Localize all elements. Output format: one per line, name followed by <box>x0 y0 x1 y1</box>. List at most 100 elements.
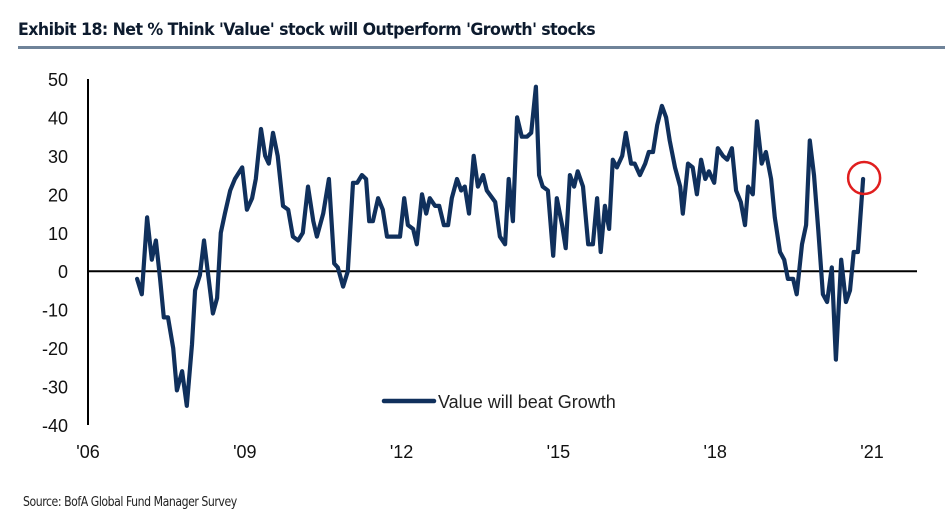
data-point <box>821 293 825 296</box>
data-point <box>840 258 843 261</box>
data-point <box>668 139 671 142</box>
data-point <box>215 296 219 300</box>
data-point <box>207 273 210 277</box>
data-point <box>673 166 677 169</box>
data-point <box>834 358 838 361</box>
data-point <box>264 154 267 158</box>
y-tick-label: 30 <box>48 147 68 167</box>
data-point <box>460 189 463 192</box>
data-point <box>778 250 782 254</box>
data-point <box>852 250 855 254</box>
data-point <box>172 346 175 350</box>
data-point <box>716 147 719 150</box>
data-point <box>633 162 636 165</box>
x-tick-label: '15 <box>547 442 570 462</box>
data-point <box>398 235 402 238</box>
y-tick-label: -30 <box>42 378 68 398</box>
data-point <box>615 166 619 169</box>
data-point <box>591 243 595 246</box>
data-point <box>376 197 380 200</box>
data-point <box>503 243 507 246</box>
data-point <box>507 177 510 181</box>
data-point <box>185 404 188 407</box>
source-note: Source: BofA Global Fund Manager Survey <box>23 494 237 510</box>
data-point <box>336 266 339 269</box>
data-point <box>476 185 480 188</box>
data-point <box>301 231 304 234</box>
x-tick-label: '09 <box>233 442 256 462</box>
data-point <box>530 131 533 134</box>
data-point <box>572 185 576 188</box>
series-line-value-will-beat-growth <box>135 84 866 408</box>
data-point <box>327 177 331 181</box>
x-axis-tick-labels: '06 '09 '12 '15 '18 '21 <box>76 442 883 462</box>
data-point <box>322 212 325 215</box>
x-tick-label: '06 <box>76 442 99 462</box>
data-point <box>392 235 395 238</box>
data-point <box>450 197 453 200</box>
data-point <box>638 173 642 177</box>
data-point <box>564 247 567 250</box>
data-point <box>621 154 624 158</box>
data-point <box>223 212 227 215</box>
data-point <box>699 158 703 161</box>
data-point <box>259 127 263 131</box>
data-point <box>704 177 707 181</box>
y-tick-label: 10 <box>48 224 68 244</box>
data-point <box>433 204 437 208</box>
data-point <box>371 220 375 223</box>
y-tick-label: 0 <box>58 262 68 282</box>
data-point <box>808 139 811 142</box>
data-point <box>276 154 279 158</box>
data-point <box>315 235 319 238</box>
data-point <box>786 277 790 281</box>
data-point <box>341 285 345 288</box>
data-point <box>150 258 153 261</box>
data-point <box>520 135 523 138</box>
data-point <box>250 197 254 200</box>
data-point <box>707 170 711 173</box>
data-point <box>166 316 170 319</box>
data-point <box>428 197 431 200</box>
data-point <box>721 154 725 158</box>
data-point <box>560 223 564 227</box>
data-point <box>403 197 406 200</box>
data-point <box>755 120 759 123</box>
data-point <box>734 189 738 192</box>
data-point <box>812 173 816 177</box>
data-point <box>686 162 690 165</box>
data-point <box>713 181 716 184</box>
y-tick-label: -40 <box>42 416 68 436</box>
data-point <box>438 204 441 208</box>
data-point <box>291 235 295 238</box>
data-point <box>254 177 257 181</box>
data-point <box>844 300 848 304</box>
data-point <box>656 123 659 127</box>
data-point <box>537 173 541 177</box>
data-point <box>595 197 599 200</box>
data-point <box>135 277 139 281</box>
data-point <box>368 220 371 223</box>
data-point <box>472 154 475 158</box>
data-point <box>624 131 627 134</box>
x-tick-label: '21 <box>860 442 883 462</box>
data-point <box>351 181 355 184</box>
data-point <box>525 135 529 138</box>
data-point <box>442 223 446 227</box>
data-point <box>145 216 149 219</box>
data-point <box>385 235 389 238</box>
data-point <box>245 208 249 211</box>
data-point <box>287 208 290 211</box>
data-point <box>599 250 602 254</box>
data-point <box>760 162 763 165</box>
data-point <box>743 223 747 227</box>
data-point <box>555 197 558 200</box>
data-point <box>140 293 143 296</box>
y-tick-label: -20 <box>42 339 68 359</box>
latest-point-highlight-circle <box>846 160 882 196</box>
data-point <box>190 343 194 346</box>
data-point <box>411 227 415 231</box>
data-point <box>158 277 162 281</box>
data-point <box>751 193 754 196</box>
